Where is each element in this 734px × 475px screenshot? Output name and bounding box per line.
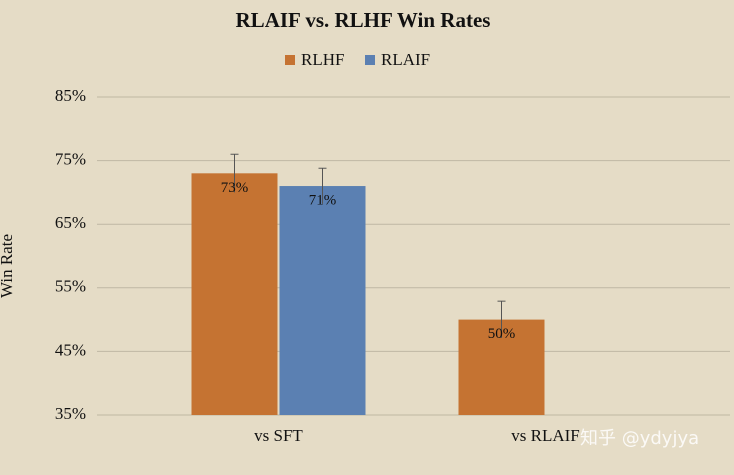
y-tick-label: 35% xyxy=(55,404,86,423)
value-label: 50% xyxy=(488,326,516,342)
y-axis-label: Win Rate xyxy=(0,234,16,298)
y-tick-label: 45% xyxy=(55,340,86,359)
legend-swatch xyxy=(285,55,295,65)
watermark: 知乎 @ydyjya xyxy=(580,428,699,449)
chart-title: RLAIF vs. RLHF Win Rates xyxy=(236,8,491,32)
legend-label: RLAIF xyxy=(381,50,430,69)
value-label: 73% xyxy=(221,180,249,196)
bar xyxy=(191,173,278,415)
x-tick-label: vs RLAIF xyxy=(511,426,579,445)
value-label: 71% xyxy=(309,192,337,208)
legend-swatch xyxy=(365,55,375,65)
y-tick-label: 75% xyxy=(55,150,86,169)
y-tick-label: 65% xyxy=(55,213,86,232)
legend-label: RLHF xyxy=(301,50,344,69)
y-tick-label: 85% xyxy=(55,86,86,105)
y-tick-label: 55% xyxy=(55,277,86,296)
x-tick-label: vs SFT xyxy=(254,426,303,445)
bar xyxy=(279,186,366,415)
